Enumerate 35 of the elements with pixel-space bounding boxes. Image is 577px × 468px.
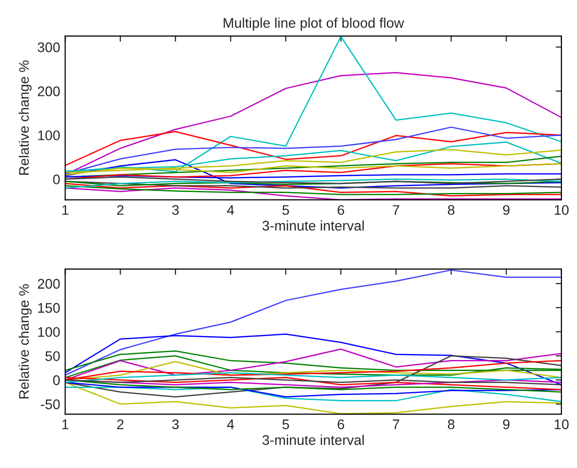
- x-tick-label: 4: [227, 420, 234, 430]
- x-tick-label: 9: [503, 205, 510, 215]
- x-tick-label: 6: [338, 419, 344, 430]
- x-tick-label: 10: [554, 419, 569, 430]
- x-tick-label: 2: [117, 419, 124, 430]
- y-tick-label: 200: [38, 86, 60, 96]
- y-axis-title: Relative change %: [18, 284, 32, 398]
- x-tick-label: 3: [172, 205, 179, 215]
- x-tick-label: 4: [227, 205, 234, 215]
- x-axis-title: 3-minute interval: [262, 220, 364, 231]
- x-tick-label: 3: [172, 419, 179, 430]
- x-tick-label: 2: [117, 205, 124, 215]
- x-tick-label: 1: [62, 205, 68, 215]
- x-tick-label: 5: [282, 420, 290, 430]
- y-tick-label: 100: [38, 327, 60, 337]
- y-tick-label: 300: [38, 42, 60, 52]
- y-axis-title: Relative change %: [18, 60, 32, 175]
- y-tick-label: 100: [38, 130, 60, 140]
- y-tick-label: 200: [38, 278, 60, 289]
- x-tick-label: 8: [448, 419, 454, 430]
- x-tick-label: 7: [392, 205, 400, 215]
- x-tick-label: 9: [503, 419, 510, 430]
- x-tick-label: 7: [392, 420, 400, 430]
- y-tick-label: 0: [53, 174, 60, 184]
- x-tick-label: 6: [338, 205, 344, 215]
- chart-title: Multiple line plot of blood flow: [224, 18, 404, 31]
- y-tick-label: 150: [38, 302, 60, 313]
- x-tick-label: 1: [62, 420, 68, 430]
- y-tick-label: 50: [45, 351, 60, 362]
- x-tick-label: 8: [448, 205, 454, 215]
- y-tick-label: -50: [40, 399, 60, 410]
- y-tick-label: 0: [53, 375, 60, 386]
- x-tick-label: 10: [554, 205, 569, 215]
- x-tick-label: 5: [282, 205, 290, 215]
- x-axis-title: 3-minute interval: [262, 434, 364, 445]
